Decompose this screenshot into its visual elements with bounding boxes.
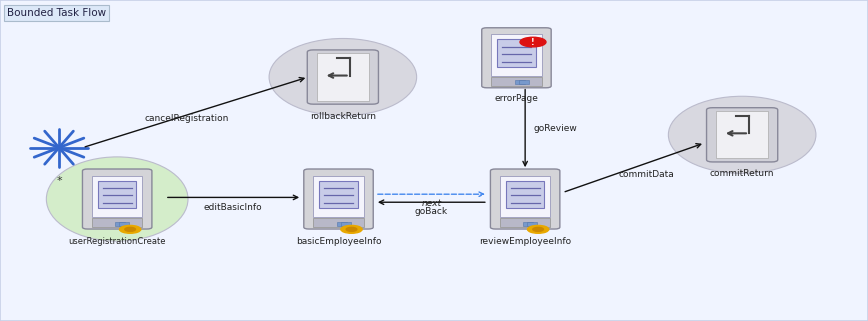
Text: userRegistrationCreate: userRegistrationCreate bbox=[69, 237, 166, 246]
FancyBboxPatch shape bbox=[500, 218, 550, 227]
FancyBboxPatch shape bbox=[92, 218, 142, 227]
FancyBboxPatch shape bbox=[313, 176, 364, 217]
Circle shape bbox=[533, 227, 543, 231]
Circle shape bbox=[528, 225, 549, 233]
FancyBboxPatch shape bbox=[506, 181, 544, 208]
FancyBboxPatch shape bbox=[497, 39, 536, 67]
FancyBboxPatch shape bbox=[337, 221, 346, 226]
Circle shape bbox=[520, 37, 546, 47]
FancyBboxPatch shape bbox=[515, 80, 524, 84]
FancyBboxPatch shape bbox=[317, 54, 369, 101]
FancyBboxPatch shape bbox=[115, 221, 125, 226]
Text: commitData: commitData bbox=[619, 170, 674, 179]
Text: rollbackReturn: rollbackReturn bbox=[310, 112, 376, 121]
Text: !: ! bbox=[531, 38, 535, 47]
Text: goReview: goReview bbox=[534, 124, 577, 133]
FancyBboxPatch shape bbox=[482, 28, 551, 88]
FancyBboxPatch shape bbox=[319, 181, 358, 208]
Text: reviewEmployeeInfo: reviewEmployeeInfo bbox=[479, 237, 571, 246]
Circle shape bbox=[120, 225, 141, 233]
FancyBboxPatch shape bbox=[527, 221, 537, 226]
FancyBboxPatch shape bbox=[307, 50, 378, 104]
FancyBboxPatch shape bbox=[491, 34, 542, 75]
FancyBboxPatch shape bbox=[313, 218, 364, 227]
Text: commitReturn: commitReturn bbox=[710, 169, 774, 178]
FancyBboxPatch shape bbox=[518, 80, 529, 84]
Text: editBasicInfo: editBasicInfo bbox=[203, 203, 262, 212]
FancyBboxPatch shape bbox=[490, 169, 560, 229]
FancyBboxPatch shape bbox=[98, 181, 136, 208]
Ellipse shape bbox=[46, 157, 188, 241]
Text: next: next bbox=[421, 199, 442, 208]
FancyBboxPatch shape bbox=[92, 176, 142, 217]
Text: goBack: goBack bbox=[415, 207, 448, 216]
FancyBboxPatch shape bbox=[523, 221, 533, 226]
FancyBboxPatch shape bbox=[716, 111, 768, 159]
FancyBboxPatch shape bbox=[304, 169, 373, 229]
Text: basicEmployeeInfo: basicEmployeeInfo bbox=[296, 237, 381, 246]
FancyBboxPatch shape bbox=[82, 169, 152, 229]
Text: errorPage: errorPage bbox=[495, 94, 538, 103]
Circle shape bbox=[346, 227, 357, 231]
FancyBboxPatch shape bbox=[500, 176, 550, 217]
Text: Bounded Task Flow: Bounded Task Flow bbox=[7, 8, 106, 18]
FancyBboxPatch shape bbox=[340, 221, 351, 226]
FancyBboxPatch shape bbox=[119, 221, 129, 226]
Circle shape bbox=[341, 225, 362, 233]
Ellipse shape bbox=[269, 39, 417, 116]
Ellipse shape bbox=[668, 96, 816, 173]
Text: *: * bbox=[56, 176, 62, 187]
Text: cancelRegistration: cancelRegistration bbox=[144, 114, 229, 123]
FancyBboxPatch shape bbox=[707, 108, 778, 162]
Circle shape bbox=[125, 227, 135, 231]
FancyBboxPatch shape bbox=[491, 77, 542, 86]
